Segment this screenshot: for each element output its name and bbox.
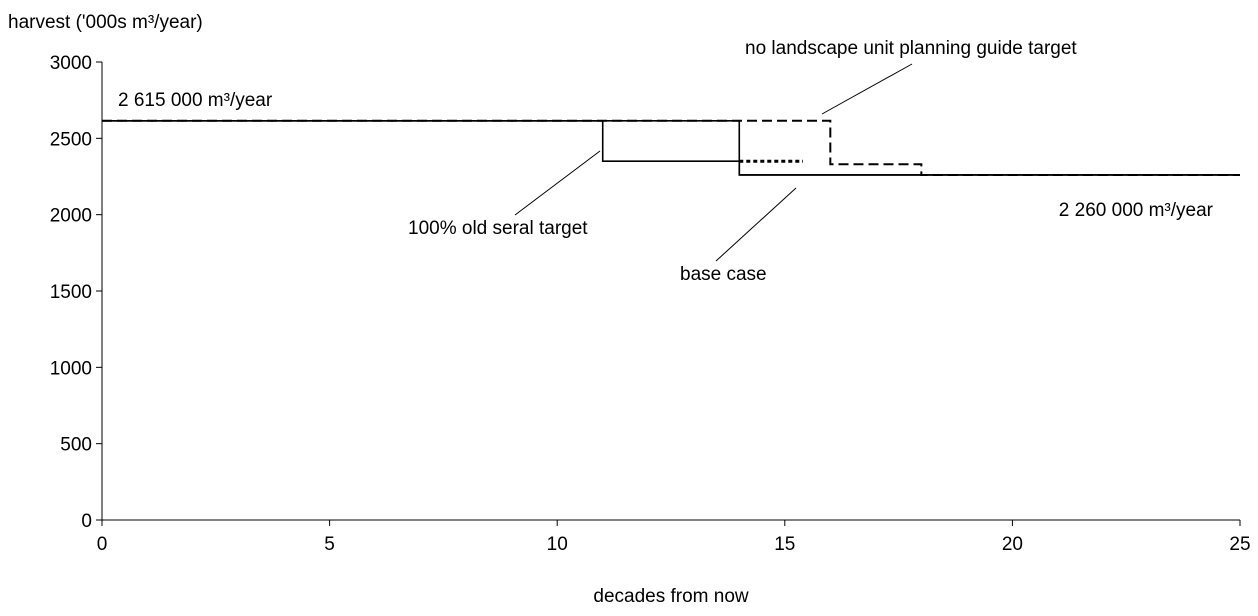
annotations: 2 615 000 m³/year 2 260 000 m³/year 100%…: [118, 38, 1214, 285]
annotation-initial-harvest: 2 615 000 m³/year: [118, 90, 273, 111]
series-line-1: [102, 119, 1240, 176]
leader-base-case: [715, 187, 797, 262]
y-tick-label: 2500: [50, 129, 92, 150]
axes: [101, 62, 1240, 521]
leader-old-seral-target: [514, 150, 601, 216]
leader-no-lupg-target: [821, 63, 913, 115]
y-tick-label: 0: [81, 511, 92, 532]
series-line-0: [102, 119, 1240, 176]
y-axis-label: harvest ('000s m³/year): [8, 12, 203, 33]
y-tick-label: 3000: [50, 53, 92, 74]
y-tick-label: 1000: [50, 358, 92, 379]
x-tick-label: 10: [547, 534, 568, 555]
y-tick-label: 1500: [50, 282, 92, 303]
annotation-long-term-harvest: 2 260 000 m³/year: [1059, 200, 1214, 221]
x-tick-label: 5: [324, 534, 335, 555]
annotation-base-case: base case: [680, 264, 767, 285]
x-tick-label: 0: [97, 534, 108, 555]
annotation-no-lupg-target: no landscape unit planning guide target: [745, 38, 1077, 59]
x-ticks: 0 5 10 15 20 25: [97, 520, 1251, 555]
x-tick-label: 25: [1229, 534, 1250, 555]
series-line-2: [102, 119, 1240, 176]
y-tick-label: 2000: [50, 206, 92, 227]
y-ticks: 0 500 1000 1500 2000 2500 3000: [50, 53, 102, 532]
x-tick-label: 20: [1002, 534, 1023, 555]
x-tick-label: 15: [774, 534, 795, 555]
x-axis-label: decades from now: [593, 586, 749, 607]
y-tick-label: 500: [60, 435, 92, 456]
annotation-old-seral-target: 100% old seral target: [408, 218, 588, 239]
series-lines: [102, 119, 1240, 176]
